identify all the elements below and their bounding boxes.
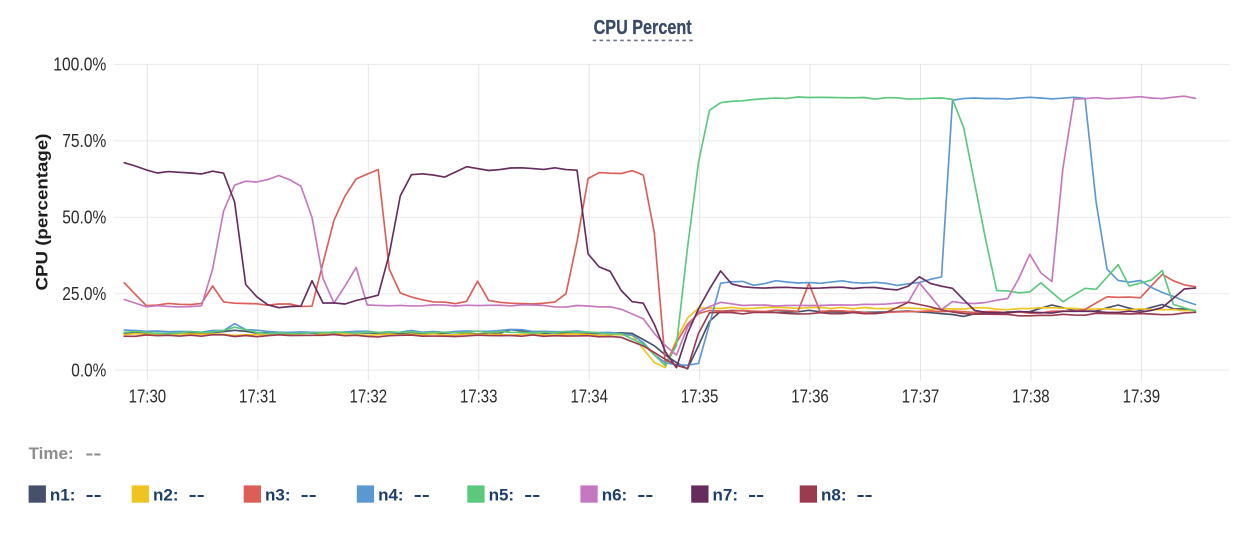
- svg-text:25.0%: 25.0%: [62, 284, 106, 304]
- svg-text:75.0%: 75.0%: [62, 131, 106, 151]
- svg-text:17:37: 17:37: [902, 387, 940, 407]
- svg-text:17:35: 17:35: [681, 387, 719, 407]
- svg-text:n4:: n4:: [378, 485, 404, 504]
- svg-text:n5:: n5:: [489, 485, 514, 504]
- svg-text:--: --: [524, 485, 540, 504]
- svg-text:--: --: [748, 485, 764, 504]
- svg-text:--: --: [189, 485, 205, 504]
- svg-text:17:38: 17:38: [1012, 387, 1050, 407]
- svg-text:Time:: Time:: [29, 444, 74, 463]
- svg-text:100.0%: 100.0%: [53, 55, 106, 75]
- svg-text:0.0%: 0.0%: [71, 360, 106, 380]
- svg-text:17:34: 17:34: [570, 387, 608, 407]
- svg-text:17:33: 17:33: [460, 387, 498, 407]
- svg-text:n6:: n6:: [602, 485, 628, 504]
- svg-text:--: --: [857, 485, 873, 504]
- svg-text:17:31: 17:31: [239, 387, 277, 407]
- svg-text:--: --: [414, 485, 430, 504]
- svg-text:--: --: [301, 485, 317, 504]
- svg-text:--: --: [85, 444, 101, 463]
- svg-text:CPU Percent: CPU Percent: [594, 17, 692, 39]
- svg-text:17:39: 17:39: [1123, 387, 1161, 407]
- svg-text:17:32: 17:32: [350, 387, 388, 407]
- svg-text:17:30: 17:30: [129, 387, 167, 407]
- svg-text:n7:: n7:: [713, 485, 739, 504]
- svg-text:n1:: n1:: [50, 485, 76, 504]
- svg-text:50.0%: 50.0%: [62, 208, 106, 228]
- svg-text:17:36: 17:36: [791, 387, 829, 407]
- svg-text:n3:: n3:: [265, 485, 291, 504]
- svg-text:n8:: n8:: [821, 485, 847, 504]
- svg-text:--: --: [86, 485, 102, 504]
- svg-text:CPU (percentage): CPU (percentage): [33, 134, 52, 291]
- svg-text:n2:: n2:: [153, 485, 179, 504]
- svg-text:--: --: [637, 485, 653, 504]
